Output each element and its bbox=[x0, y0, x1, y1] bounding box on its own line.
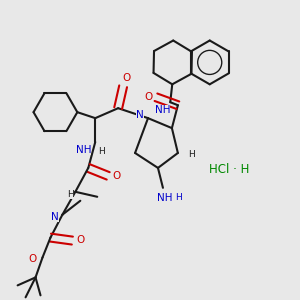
Text: O: O bbox=[144, 92, 152, 102]
Text: NH: NH bbox=[154, 105, 170, 115]
Text: H: H bbox=[67, 190, 74, 199]
Text: N: N bbox=[136, 110, 144, 120]
Text: O: O bbox=[76, 235, 84, 244]
Text: H: H bbox=[188, 151, 195, 160]
Text: N: N bbox=[51, 212, 58, 222]
Text: NH: NH bbox=[76, 145, 91, 155]
Text: O: O bbox=[122, 73, 130, 83]
Text: H: H bbox=[98, 148, 105, 157]
Text: HCl · H: HCl · H bbox=[209, 164, 250, 176]
Text: O: O bbox=[28, 254, 37, 265]
Text: NH: NH bbox=[157, 193, 173, 203]
Text: H: H bbox=[176, 193, 182, 202]
Text: O: O bbox=[112, 171, 120, 181]
